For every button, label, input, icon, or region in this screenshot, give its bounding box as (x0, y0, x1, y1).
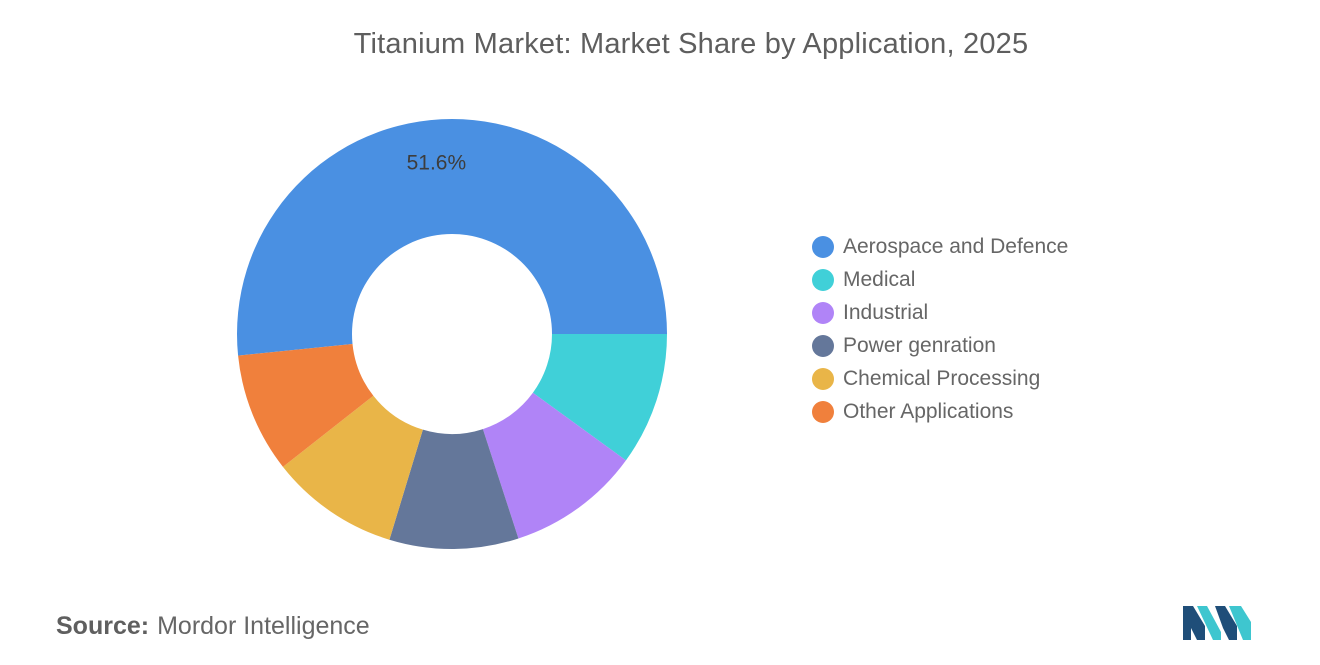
legend-swatch (812, 268, 834, 291)
legend-swatch (812, 400, 834, 423)
legend-item-other-applications: Other Applications (812, 395, 1068, 428)
data-label-aerospace-and-defence: 51.6% (407, 152, 467, 175)
slice-other-applications (238, 344, 374, 467)
legend-label: Aerospace and Defence (843, 234, 1069, 258)
chart-title: Titanium Market: Market Share by Applica… (353, 28, 1029, 60)
legend-label: Industrial (843, 300, 929, 324)
legend-swatch (812, 334, 834, 357)
legend-label: Other Applications (843, 399, 1014, 423)
slice-power-genration (389, 429, 519, 549)
source-text: Mordor Intelligence (157, 612, 370, 640)
legend-label: Chemical Processing (843, 366, 1041, 390)
legend-label: Medical (843, 267, 916, 291)
legend-item-chemical-processing: Chemical Processing (812, 362, 1068, 395)
mordor-intelligence-logo-icon (1183, 606, 1251, 640)
slice-aerospace-and-defence (237, 119, 668, 356)
legend-swatch (812, 367, 834, 390)
chart-legend: Aerospace and Defence Medical Industrial… (812, 230, 1068, 428)
slice-medical (532, 334, 667, 461)
legend-item-aerospace-and-defence: Aerospace and Defence (812, 230, 1068, 263)
slice-chemical-processing (282, 395, 423, 540)
legend-item-medical: Medical (812, 263, 1068, 296)
legend-swatch (812, 301, 834, 324)
slice-industrial (482, 392, 626, 539)
legend-item-industrial: Industrial (812, 296, 1068, 329)
legend-label: Power genration (843, 333, 996, 357)
source-label: Source: (56, 612, 150, 640)
legend-swatch (812, 235, 834, 258)
source-note: Source: Mordor Intelligence (56, 612, 370, 641)
legend-item-power-genration: Power genration (812, 329, 1068, 362)
